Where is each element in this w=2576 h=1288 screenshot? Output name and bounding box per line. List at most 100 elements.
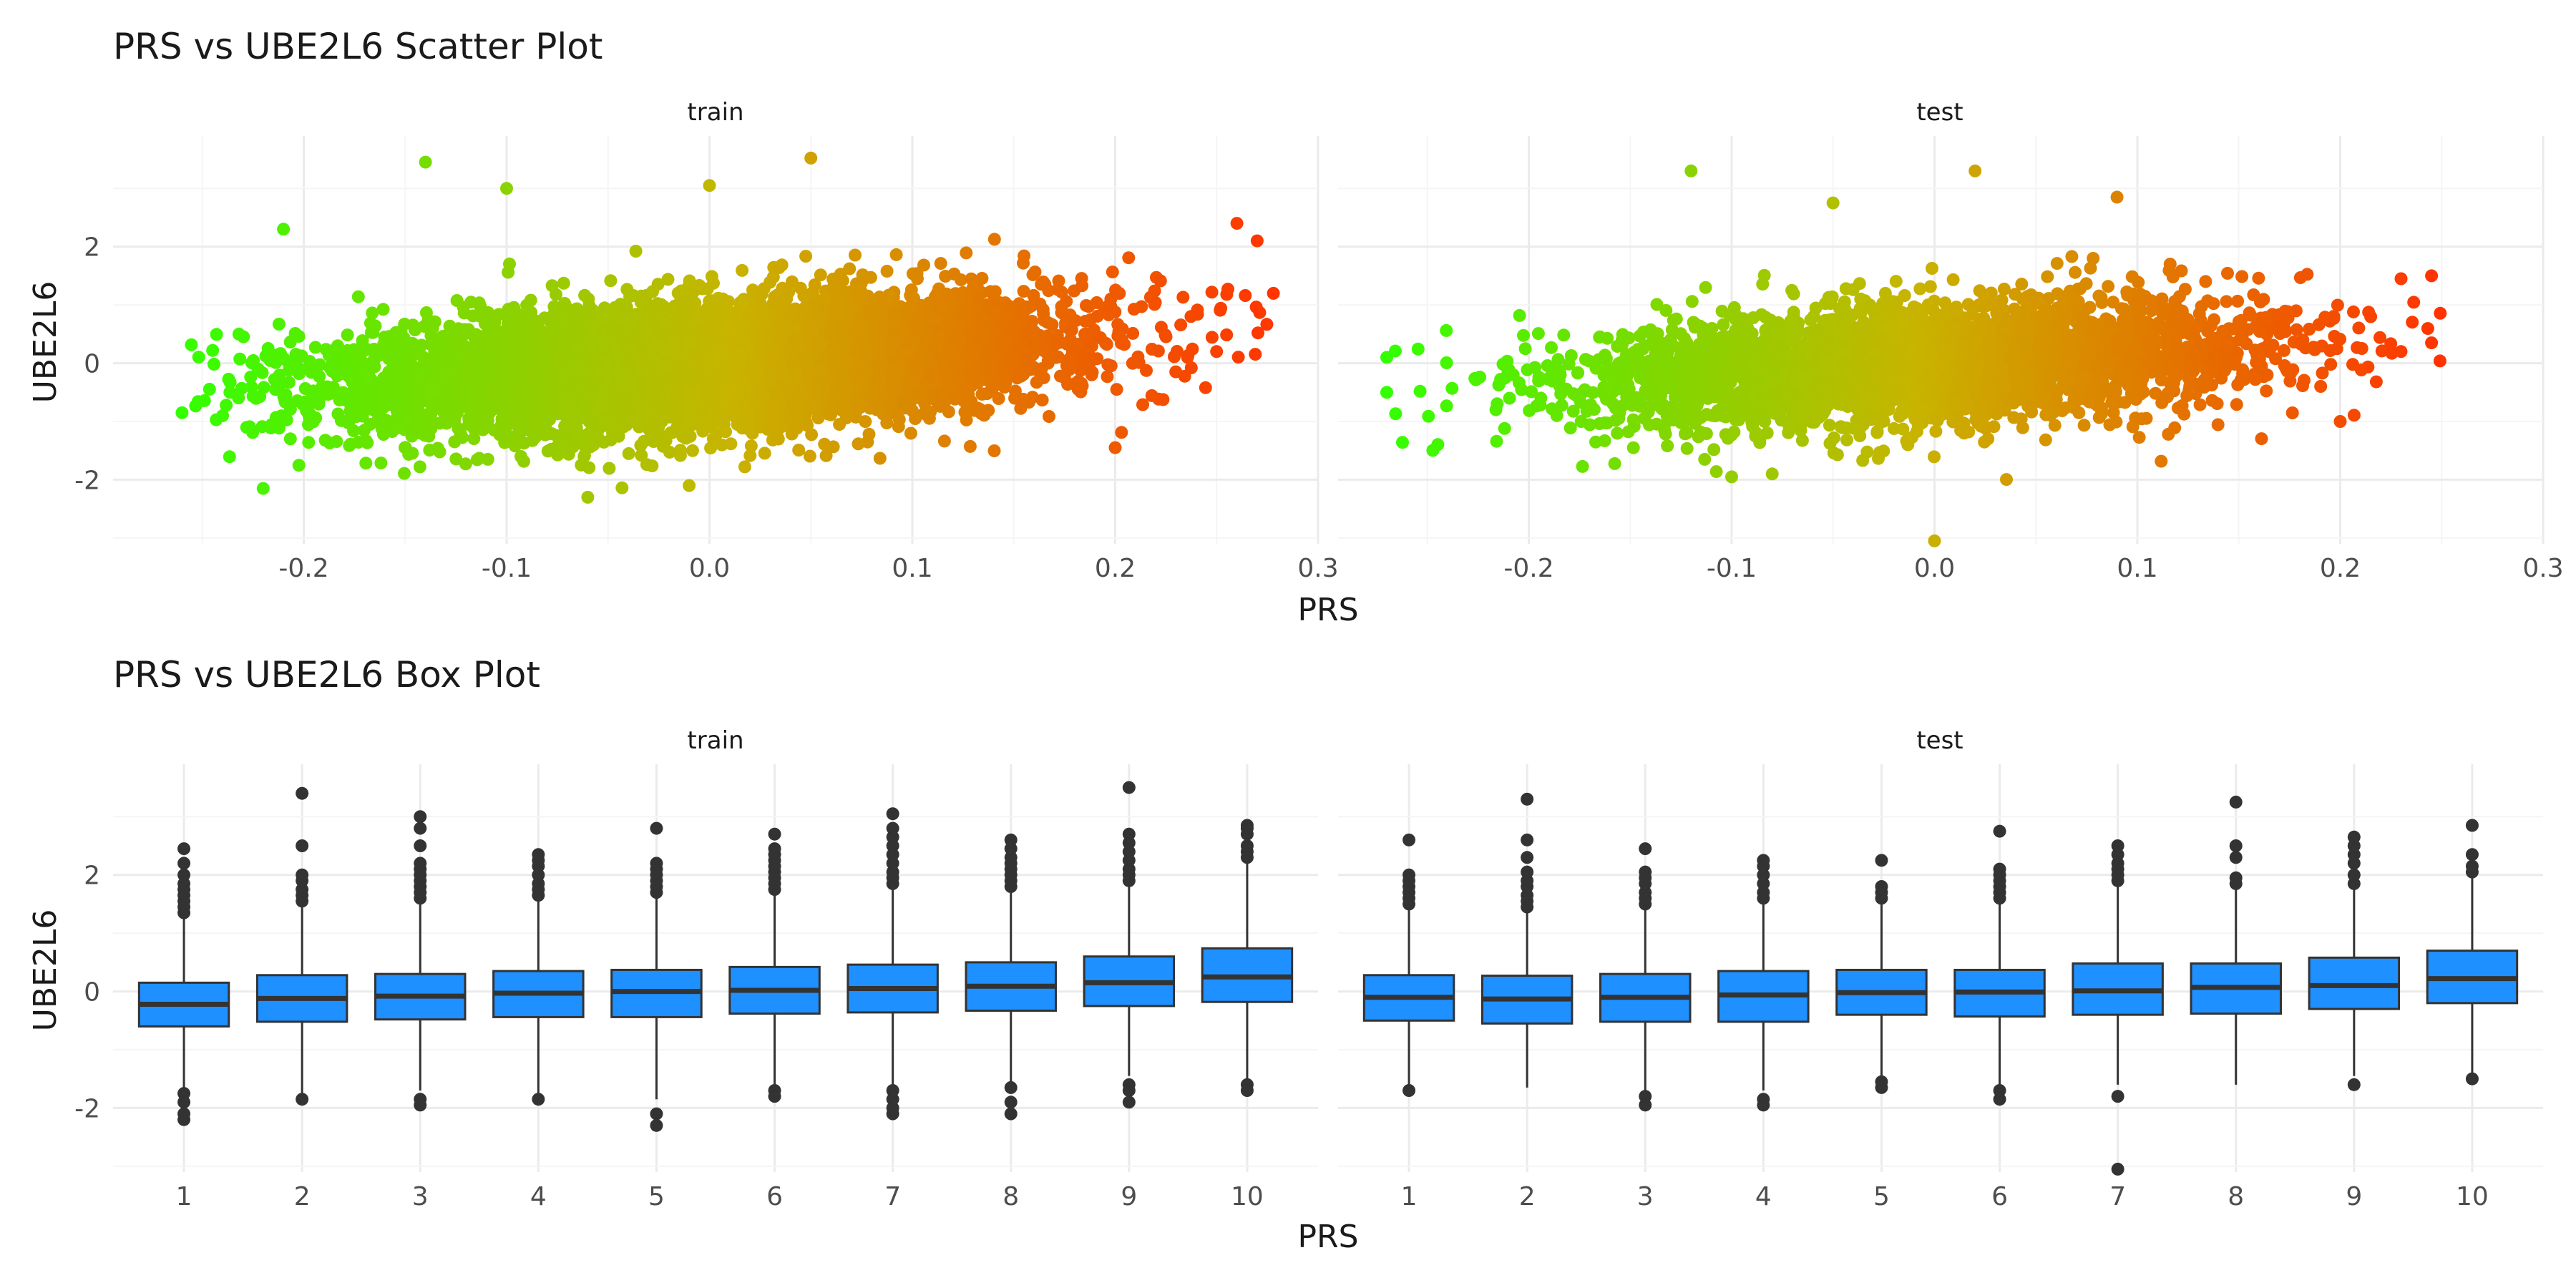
scatter-train-point [292,459,306,472]
scatter-train-point [1078,314,1092,328]
scatter-train-point [856,268,869,282]
scatter-train-point [960,246,973,260]
scatter-train-point [203,382,216,396]
scatter-train-point [772,261,786,274]
scatter-train-point [1018,249,1031,263]
scatter-train-point [1176,291,1190,304]
scatter-train-point [849,248,862,262]
scatter-train-point [1205,331,1219,344]
scatter-train-point [604,274,618,288]
scatter-train-point [744,439,758,453]
scatter-train-point [758,447,771,460]
scatter-train-point [987,444,1001,457]
scatter-train-point [402,447,416,461]
scatter-train-point [261,342,275,355]
scatter-train-point [233,352,247,366]
scatter-train-point [987,233,1001,246]
scatter-train-point [265,418,278,431]
scatter-train-point [278,393,292,406]
scatter-train-point [302,436,316,449]
scatter-train-point [502,303,515,316]
scatter-train-point [673,449,687,462]
scatter-train-point [651,278,665,291]
scatter-train-point [467,432,481,445]
scatter-train-point [235,381,248,395]
scatter-train-point [1126,326,1140,340]
scatter-train-point [719,425,732,439]
scatter-train-point [283,432,297,446]
scatter-train-point [520,298,534,312]
scatter-train-point [566,440,580,454]
scatter-train-point [331,407,345,421]
scatter-train-point [312,397,326,411]
scatter-train-point [1205,286,1219,299]
scatter-train-point [937,434,951,448]
scatter-train-point [766,270,780,284]
scatter-train-point [706,432,720,446]
scatter-train-point [738,460,751,474]
scatter-train-point [347,424,361,437]
scatter-train-point [306,360,318,374]
scatter-train-point [892,413,906,426]
scatter-train-point [843,262,857,275]
scatter-train-point [423,444,436,457]
scatter-train-point [799,250,813,263]
scatter-train-point [803,449,816,463]
scatter-train-point [324,347,338,361]
scatter-train-point [454,426,467,440]
scatter-train-point [819,449,833,462]
box-strip-train: train [687,726,743,755]
scatter-train-point [359,457,373,470]
scatter-train-point [1122,251,1136,265]
scatter-train-point [1140,364,1153,377]
scatter-train-point [488,424,501,437]
scatter-train-point [376,303,390,316]
scatter-train-point [244,371,258,384]
scatter-title: PRS vs UBE2L6 Scatter Plot [113,26,602,67]
box-x-axis-label: PRS [1297,1219,1358,1255]
scatter-train-point [743,449,757,462]
scatter-train-point [1220,288,1234,301]
scatter-train-points [175,151,1280,504]
scatter-train-point [398,467,411,480]
scatter-train-point [1151,344,1165,358]
box-y-axis-label: UBE2L6 [27,909,64,1032]
scatter-train-point [240,421,253,434]
scatter-train-point [1220,328,1234,341]
scatter-train-point [210,328,223,341]
scatter-train-point [686,444,699,457]
scatter-train-point [308,341,322,354]
scatter-train-point [185,338,198,351]
scatter-train-point [472,452,486,465]
scatter-train-point [1145,389,1158,402]
scatter-train-point [963,439,977,453]
scatter-train-point [934,257,947,270]
scatter-train-point [1231,351,1245,364]
scatter-train-point [206,343,220,357]
scatter-train-point [992,392,1005,405]
scatter-train-point [378,424,391,438]
scatter-train-point [1178,369,1191,383]
scatter-strip-test: test [1916,98,1963,127]
scatter-train-point [1199,381,1212,394]
scatter-y-axis-label: UBE2L6 [27,281,64,404]
scatter-train-point [351,290,365,303]
scatter-train-point [413,460,426,474]
scatter-train-point [1136,398,1149,411]
box-title: PRS vs UBE2L6 Box Plot [113,654,540,696]
scatter-train-point [341,328,354,342]
scatter-train-point [1115,426,1128,439]
scatter-strip-train: train [687,98,743,127]
scatter-x-axis-label: PRS [1297,592,1358,628]
scatter-train-point [192,351,205,364]
scatter-train-point [602,462,616,475]
scatter-train-point [466,309,479,323]
scatter-train-point [792,444,806,457]
scatter-train-point [862,427,876,441]
box-strip-test: test [1916,726,1963,755]
marks-layer [137,151,2519,1176]
scatter-train-point [223,450,236,464]
scatter-train-point [615,481,629,494]
scatter-train-point [272,318,286,331]
